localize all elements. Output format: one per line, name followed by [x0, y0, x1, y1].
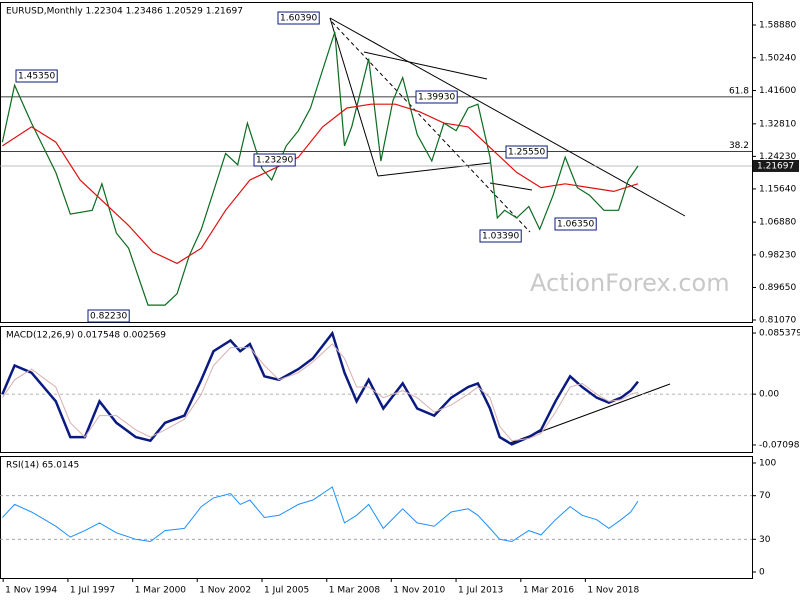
- level-label: 61.8: [729, 86, 749, 96]
- level-label: 38.2: [729, 141, 749, 151]
- panel-frame: [0, 2, 753, 323]
- y-tick-label: 1.32810: [759, 119, 796, 129]
- price-annotation: 1.39930: [418, 93, 455, 103]
- price-annotation-box: [505, 145, 548, 159]
- y-tick-label: 70: [759, 491, 771, 501]
- y-tick-label: 0: [759, 568, 765, 578]
- y-tick-label: 0.00: [759, 390, 779, 400]
- x-tick-label: 1 Jul 1997: [70, 586, 115, 596]
- last-price-box: [753, 159, 799, 172]
- panel-frame: [0, 456, 753, 579]
- y-tick-label: 100: [759, 458, 776, 468]
- series-line: [1, 343, 639, 442]
- trend-line: [331, 21, 531, 233]
- price-annotation: 1.03390: [482, 232, 519, 242]
- panel-frame: [0, 326, 753, 453]
- price-annotation: 1.25550: [508, 148, 545, 158]
- x-tick-label: 1 Mar 2008: [329, 586, 381, 596]
- y-tick-label: 1.06880: [759, 218, 796, 228]
- trend-line: [329, 17, 686, 217]
- y-tick-label: 0.81070: [759, 315, 796, 325]
- price-annotation: 0.82230: [90, 312, 127, 322]
- price-annotation-box: [15, 69, 58, 83]
- price-annotation-box: [479, 229, 522, 243]
- panel-title: MACD(12,26,9) 0.017548 0.002569: [6, 331, 166, 341]
- price-annotation: 1.23290: [256, 156, 293, 166]
- series-line: [1, 330, 639, 446]
- price-annotation: 1.45350: [18, 72, 55, 82]
- x-tick-label: 1 Nov 2010: [393, 586, 445, 596]
- y-tick-label: 1.24230: [759, 152, 796, 162]
- y-tick-label: 1.41600: [759, 86, 796, 96]
- x-tick-label: 1 Nov 2002: [199, 586, 251, 596]
- x-tick-label: 1 Nov 1994: [5, 586, 57, 596]
- trend-line: [489, 182, 533, 191]
- x-tick-label: 1 Mar 2000: [135, 586, 187, 596]
- price-annotation-box: [277, 11, 320, 25]
- y-tick-label: 1.15640: [759, 184, 796, 194]
- panel-title: RSI(14) 65.0145: [6, 461, 79, 471]
- x-tick-label: 1 Jul 2005: [264, 586, 309, 596]
- series-line: [2, 103, 639, 265]
- price-annotation: 1.60390: [280, 14, 317, 24]
- trend-line: [377, 162, 491, 177]
- y-tick-label: 0.085379: [759, 329, 800, 339]
- price-annotation-box: [87, 309, 130, 323]
- y-tick-label: 0.98230: [759, 250, 796, 260]
- trend-line: [363, 51, 488, 80]
- watermark: ActionForex.com: [530, 269, 730, 297]
- series-line: [2, 486, 639, 543]
- price-annotation-box: [253, 153, 296, 167]
- x-tick-label: 1 Jul 2013: [458, 586, 503, 596]
- last-price-label: 1.21697: [757, 161, 794, 171]
- y-tick-label: 0.89650: [759, 283, 796, 293]
- y-tick-label: 1.50240: [759, 53, 796, 63]
- y-tick-label: 1.58880: [759, 21, 796, 31]
- series-line: [1, 31, 639, 306]
- y-tick-label: -0.070989: [759, 440, 800, 450]
- y-tick-label: 30: [759, 535, 771, 545]
- panel-title: EURUSD,Monthly 1.22304 1.23486 1.20529 1…: [6, 7, 243, 17]
- x-tick-label: 1 Mar 2016: [523, 586, 575, 596]
- price-annotation: 1.06350: [557, 220, 594, 230]
- x-tick-label: 1 Nov 2018: [587, 586, 639, 596]
- price-annotation-box: [415, 90, 458, 104]
- price-annotation-box: [554, 217, 597, 231]
